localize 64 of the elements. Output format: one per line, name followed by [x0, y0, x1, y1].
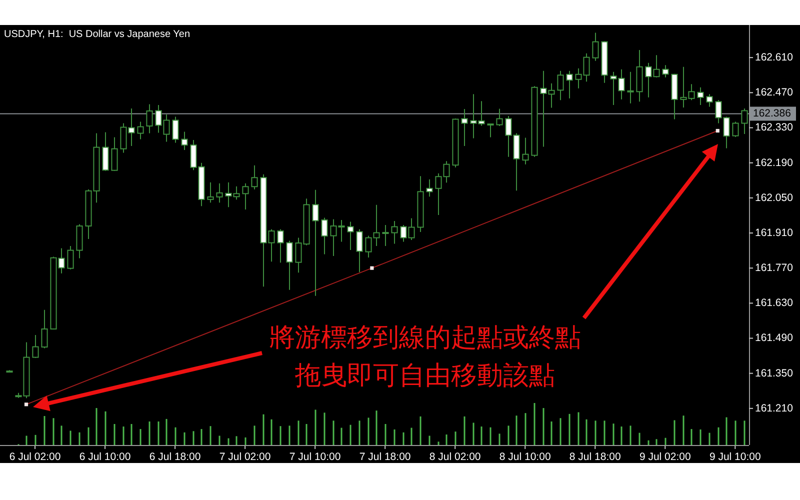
candlestick [137, 121, 144, 140]
candlestick [627, 71, 634, 104]
candlestick [172, 116, 179, 144]
x-tick-label: 9 Jul 10:00 [709, 451, 761, 463]
y-tick-label: 161.490 [755, 332, 794, 344]
candlestick [496, 108, 503, 126]
candlestick [207, 182, 214, 204]
x-tick-label: 6 Jul 10:00 [79, 451, 131, 463]
candlestick [32, 334, 39, 359]
candlestick [41, 309, 48, 349]
candlestick [382, 224, 389, 247]
x-tick-label: 9 Jul 02:00 [639, 451, 691, 463]
candlestick [67, 246, 74, 270]
candlestick [242, 182, 249, 210]
x-tick-label: 7 Jul 18:00 [359, 451, 411, 463]
y-tick-label: 161.630 [755, 297, 794, 310]
y-tick-label: 161.350 [755, 367, 794, 380]
candlestick [312, 189, 319, 296]
y-tick-label: 162.190 [755, 156, 794, 169]
y-tick-label: 161.770 [755, 262, 794, 274]
candlestick [426, 178, 433, 198]
candlestick [102, 132, 109, 172]
x-tick-label: 6 Jul 18:00 [149, 451, 201, 463]
candlestick [697, 86, 704, 106]
candlestick [732, 121, 739, 138]
candlestick [391, 220, 398, 244]
point [24, 402, 28, 406]
x-tick-label: 7 Jul 02:00 [219, 451, 271, 463]
candlestick [347, 221, 354, 251]
candlestick [592, 32, 599, 62]
candlestick [146, 104, 153, 134]
candlestick [111, 136, 118, 172]
point [716, 128, 720, 133]
x-tick-label: 7 Jul 10:00 [289, 451, 341, 463]
candlestick [216, 182, 223, 204]
candlestick [741, 108, 748, 135]
x-tick-label: 8 Jul 18:00 [569, 451, 621, 463]
y-tick-label: 162.330 [755, 122, 794, 134]
candlestick [706, 94, 713, 108]
candlestick [662, 64, 669, 78]
candlestick [251, 164, 258, 190]
annotation: 將游標移到線的起點或終點 [269, 322, 581, 352]
candlestick [321, 217, 328, 255]
candlestick [487, 123, 494, 138]
candlestick [286, 240, 293, 290]
y-tick-label: 162.050 [755, 192, 794, 204]
chart-title: USDJPY, H1: US Dollar vs Japanese Yen [4, 29, 190, 40]
candlestick [356, 228, 363, 273]
y-tick-label: 162.470 [755, 86, 794, 99]
x-tick-label: 6 Jul 02:00 [9, 451, 61, 463]
candlestick [277, 228, 284, 264]
ref-line-label: 162.386 [753, 108, 792, 120]
y-tick-label: 162.610 [755, 52, 794, 64]
x-tick-label: 8 Jul 10:00 [499, 451, 551, 463]
candlestick [522, 137, 529, 165]
y-tick-label: 161.910 [755, 226, 794, 239]
candlestick [461, 108, 468, 147]
x-tick-label: 8 Jul 02:00 [429, 451, 481, 463]
candlestick [557, 70, 564, 101]
point [370, 266, 374, 270]
y-tick-label: 161.210 [755, 402, 794, 414]
candlestick [566, 70, 573, 99]
annotation: 拖曳即可自由移動該點 [294, 360, 555, 390]
candlestick [181, 131, 188, 151]
